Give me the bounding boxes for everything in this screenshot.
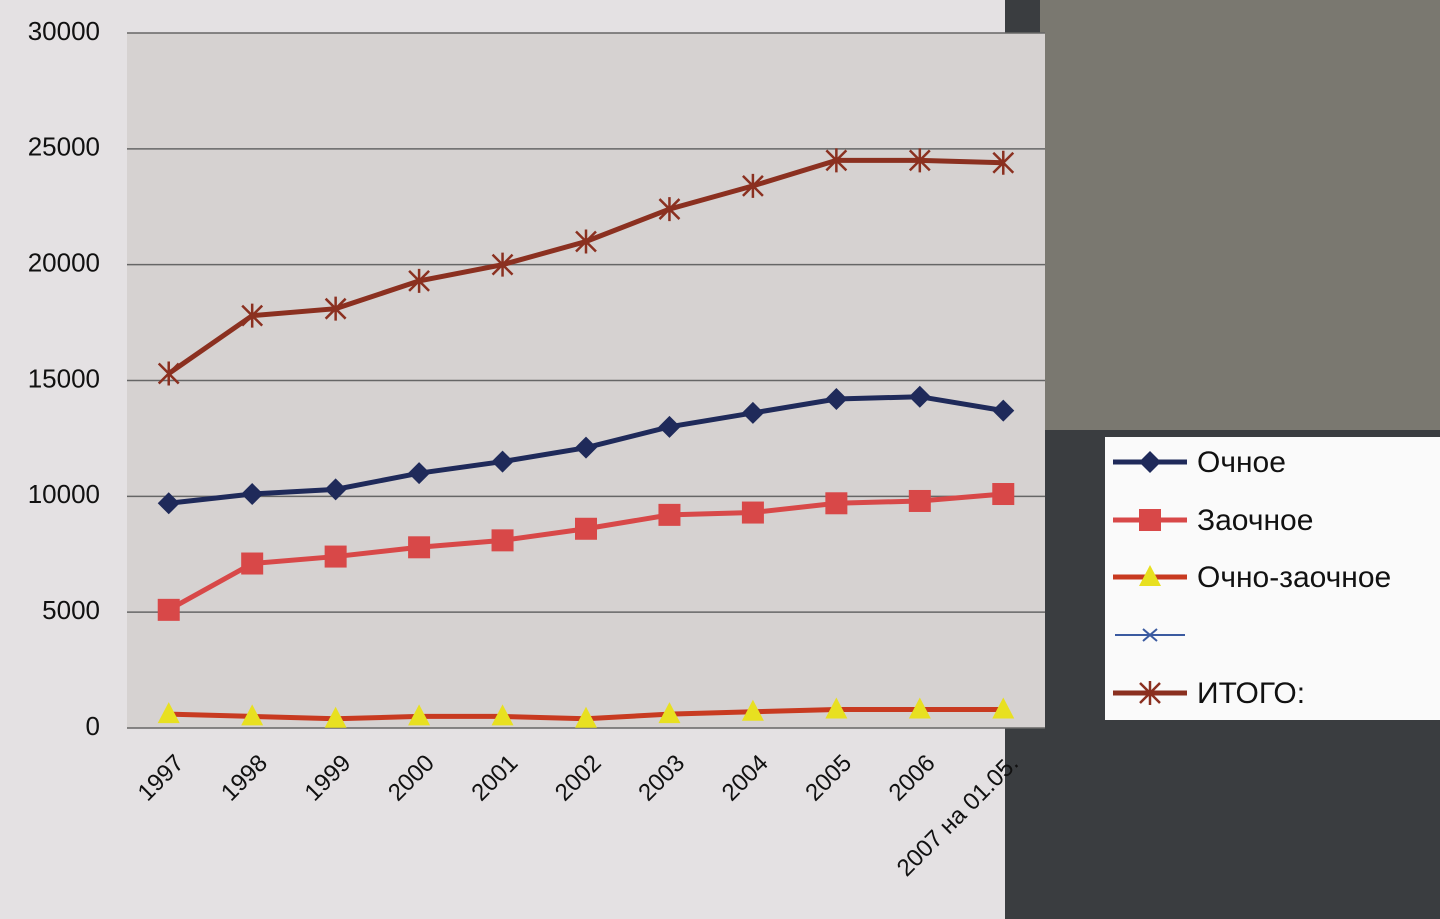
data-marker [408, 462, 431, 485]
building-facade [1040, 0, 1440, 430]
y-tick-label: 15000 [28, 363, 100, 393]
legend-label: Очно-заочное [1197, 561, 1391, 594]
data-marker [992, 697, 1015, 719]
y-tick-label: 5000 [42, 595, 100, 625]
data-marker [157, 702, 180, 724]
data-marker [741, 699, 764, 721]
data-marker [992, 150, 1015, 175]
x-tick-label: 1997 [133, 750, 190, 807]
y-tick-label: 10000 [28, 479, 100, 509]
x-tick-label: 2000 [383, 750, 440, 807]
data-marker [408, 536, 431, 559]
x-tick-label: 1998 [216, 750, 273, 807]
data-marker [241, 483, 264, 506]
data-marker [241, 303, 264, 328]
data-marker [658, 197, 681, 222]
legend-marker [1139, 565, 1161, 586]
data-marker [908, 148, 931, 173]
y-tick-label: 30000 [28, 16, 100, 46]
y-tick-label: 0 [86, 711, 100, 741]
legend-marker [1139, 451, 1161, 473]
data-marker [825, 697, 848, 719]
legend-label: ИТОГО: [1197, 677, 1305, 710]
data-marker [825, 148, 848, 173]
data-marker [658, 702, 681, 724]
data-marker [491, 704, 514, 726]
legend-marker [1142, 628, 1158, 642]
data-marker [575, 706, 597, 728]
data-marker [908, 489, 931, 512]
legend-label: Заочное [1197, 504, 1313, 537]
data-marker [658, 503, 681, 526]
data-marker [575, 517, 597, 540]
legend-marker [1139, 509, 1161, 531]
data-marker [491, 529, 514, 552]
data-marker [157, 361, 180, 386]
x-tick-label: 2005 [800, 750, 857, 807]
y-tick-label: 20000 [28, 248, 100, 278]
data-marker [825, 492, 848, 515]
x-tick-label: 2001 [466, 750, 523, 807]
data-marker [324, 545, 347, 568]
data-marker [324, 296, 347, 321]
x-tick-label: 2006 [884, 750, 941, 807]
data-marker [992, 483, 1015, 506]
data-marker [157, 598, 180, 621]
data-marker [241, 552, 264, 575]
data-marker [324, 478, 347, 501]
data-marker [408, 268, 430, 293]
data-marker [575, 436, 597, 459]
data-marker [408, 704, 431, 726]
y-tick-label: 25000 [28, 132, 100, 162]
data-marker [575, 229, 597, 254]
data-marker [908, 385, 931, 408]
data-marker [658, 415, 681, 438]
legend-marker [1139, 681, 1161, 705]
data-marker [241, 704, 264, 726]
data-marker [741, 401, 764, 424]
x-tick-label: 1999 [300, 750, 357, 807]
data-marker [157, 492, 180, 515]
x-tick-label: 2003 [633, 750, 690, 807]
data-marker [992, 399, 1015, 422]
data-marker [741, 501, 764, 524]
legend-label: Очное [1197, 446, 1286, 479]
data-marker [825, 388, 848, 411]
data-marker [742, 173, 764, 198]
data-marker [491, 252, 514, 277]
data-marker [491, 450, 514, 473]
data-marker [908, 697, 931, 719]
x-tick-label: 2004 [717, 750, 774, 807]
data-marker [324, 706, 347, 728]
x-tick-label: 2002 [550, 750, 607, 807]
